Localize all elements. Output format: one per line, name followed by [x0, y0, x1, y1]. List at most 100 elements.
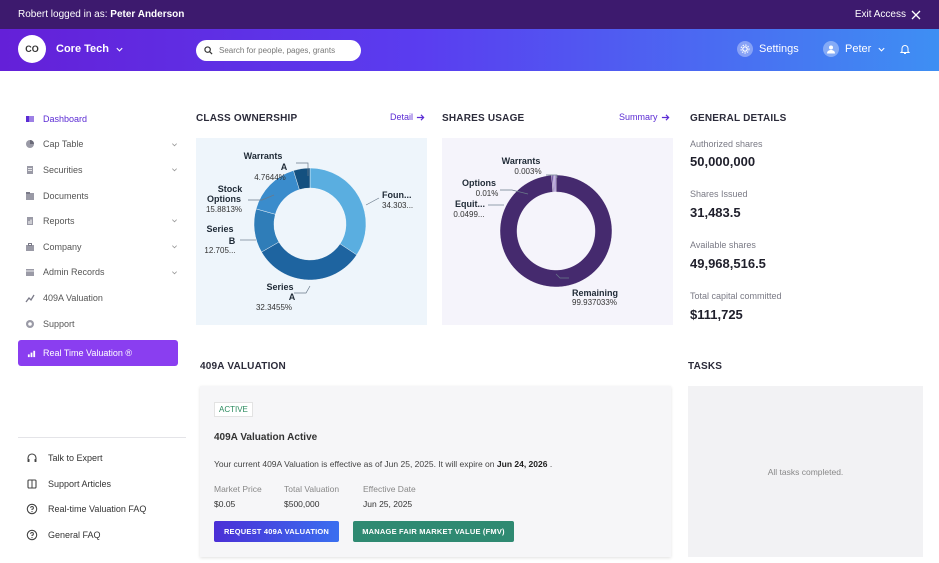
documents-icon	[25, 191, 35, 201]
company-icon	[25, 242, 35, 252]
slice-founders[interactable]	[309, 167, 367, 256]
summary-link-label: Summary	[619, 112, 658, 122]
effective-date-label: Effective Date	[363, 484, 416, 494]
help-item-label: Real-time Valuation FAQ	[48, 504, 147, 515]
support-icon	[25, 319, 35, 329]
available-shares-value: 49,968,516.5	[690, 256, 766, 271]
market-price-value: $0.05	[214, 499, 236, 509]
total-capital-value: $111,725	[690, 307, 743, 322]
chart-icon	[27, 350, 36, 357]
sidebar-item-label: Cap Table	[43, 139, 84, 150]
sidebar-item-securities[interactable]: Securities	[18, 157, 184, 183]
class-ownership-donut: Warrants A Stock Options Series B Series…	[204, 151, 413, 312]
shares-usage-chart: Warrants Options Equit... Remaining 0.00…	[442, 138, 673, 325]
class-ownership-title: CLASS OWNERSHIP	[196, 113, 298, 124]
warrants-label: Warrants	[244, 151, 283, 161]
user-avatar-icon	[823, 41, 839, 57]
sidebar-item-cap-table[interactable]: Cap Table	[18, 132, 184, 158]
org-switcher[interactable]: Core Tech	[56, 43, 124, 55]
pie-icon	[25, 139, 35, 149]
sidebar-divider	[18, 437, 186, 438]
sidebar-item-documents[interactable]: Documents	[18, 183, 184, 209]
warrants-value: 4.7644%	[254, 173, 286, 182]
slice-series-a[interactable]	[261, 241, 357, 281]
sidebar-item-label: Company	[43, 241, 82, 252]
org-avatar[interactable]: CO	[18, 35, 46, 63]
founders-label: Foun...	[382, 190, 412, 200]
sidebar-item-company[interactable]: Company	[18, 234, 184, 260]
series-a-value: 32.3455%	[256, 303, 292, 312]
sidebar-item-label: Reports	[43, 216, 75, 227]
manage-fmv-button[interactable]: MANAGE FAIR MARKET VALUE (FMV)	[353, 521, 514, 542]
search-input[interactable]	[219, 46, 354, 55]
general-faq-link[interactable]: General FAQ	[26, 522, 186, 548]
realtime-valuation-faq-link[interactable]: Real-time Valuation FAQ	[26, 496, 186, 522]
sidebar-item-label: Support	[43, 318, 75, 329]
arrow-right-icon	[416, 113, 425, 121]
talk-to-expert-link[interactable]: Talk to Expert	[26, 445, 186, 471]
sidebar-item-label: Documents	[43, 190, 89, 201]
sidebar-item-support[interactable]: Support	[18, 311, 184, 337]
slice-warrants[interactable]	[554, 174, 557, 193]
sidebar-item-dashboard[interactable]: Dashboard	[18, 106, 184, 132]
sidebar-item-label: 409A Valuation	[43, 292, 103, 303]
sidebar-nav: Dashboard Cap Table Securities Documents…	[18, 106, 184, 336]
chevron-down-icon	[172, 168, 177, 172]
tasks-title: TASKS	[688, 361, 723, 372]
shares-issued-value: 31,483.5	[690, 205, 741, 220]
sidebar-item-409a-valuation[interactable]: 409A Valuation	[18, 285, 184, 311]
valuation-text: Your current 409A Valuation is effective…	[214, 459, 495, 469]
support-articles-link[interactable]: Support Articles	[26, 471, 186, 497]
exit-access-button[interactable]: Exit Access	[855, 9, 921, 20]
equity-value: 0.0499...	[453, 210, 484, 219]
options-value: 0.01%	[476, 189, 499, 198]
slice-remaining[interactable]	[499, 174, 613, 288]
org-name: Core Tech	[56, 43, 109, 55]
headset-icon	[27, 453, 37, 462]
user-menu[interactable]: Peter	[823, 41, 886, 57]
impersonation-text: Robert logged in as: Peter Anderson	[18, 9, 184, 20]
stock-options-label: Stock	[218, 184, 244, 194]
request-409a-button[interactable]: REQUEST 409A VALUATION	[214, 521, 339, 542]
warrants-label: Warrants	[502, 156, 541, 166]
stock-options-value: 15.8813%	[206, 205, 242, 214]
slice-warrants-a[interactable]	[293, 167, 311, 190]
reports-icon	[25, 216, 35, 226]
user-name: Peter	[845, 43, 872, 55]
search-box[interactable]	[196, 40, 361, 61]
chevron-down-icon	[116, 47, 123, 52]
impersonation-bar: Robert logged in as: Peter Anderson Exit…	[0, 0, 939, 29]
chevron-down-icon	[172, 270, 177, 274]
options-label: Options	[462, 178, 496, 188]
app-header: CO Core Tech Settings Peter	[0, 29, 939, 71]
valuation-icon	[25, 293, 35, 303]
warrants-label-2: A	[281, 162, 288, 172]
sidebar-item-admin-records[interactable]: Admin Records	[18, 260, 184, 286]
settings-label: Settings	[759, 43, 799, 55]
admin-icon	[25, 267, 35, 277]
series-b-label-2: B	[229, 236, 236, 246]
settings-button[interactable]: Settings	[737, 41, 799, 57]
sidebar-item-reports[interactable]: Reports	[18, 208, 184, 234]
summary-link[interactable]: Summary	[619, 112, 670, 122]
real-time-valuation-button[interactable]: Real Time Valuation ®	[18, 340, 178, 366]
general-details-title: GENERAL DETAILS	[690, 113, 787, 124]
exit-access-label: Exit Access	[854, 9, 906, 20]
class-ownership-chart: Warrants A Stock Options Series B Series…	[196, 138, 427, 325]
close-icon	[911, 10, 921, 19]
arrow-right-icon	[661, 113, 669, 121]
real-time-valuation-label: Real Time Valuation ®	[43, 348, 133, 358]
detail-link[interactable]: Detail	[390, 112, 425, 122]
valuation-card: ACTIVE 409A Valuation Active Your curren…	[200, 386, 671, 557]
founders-value: 34.303...	[382, 201, 413, 210]
chevron-down-icon	[878, 47, 885, 52]
shares-usage-donut: Warrants Options Equit... Remaining 0.00…	[453, 156, 618, 307]
question-icon	[26, 529, 38, 541]
question-icon	[26, 503, 38, 515]
shares-usage-title: SHARES USAGE	[442, 113, 525, 124]
available-shares-label: Available shares	[690, 240, 756, 250]
chevron-down-icon	[172, 142, 177, 147]
bell-icon[interactable]	[899, 43, 911, 55]
sidebar-item-label: Admin Records	[43, 267, 105, 278]
effective-date-value: Jun 25, 2025	[363, 499, 413, 509]
